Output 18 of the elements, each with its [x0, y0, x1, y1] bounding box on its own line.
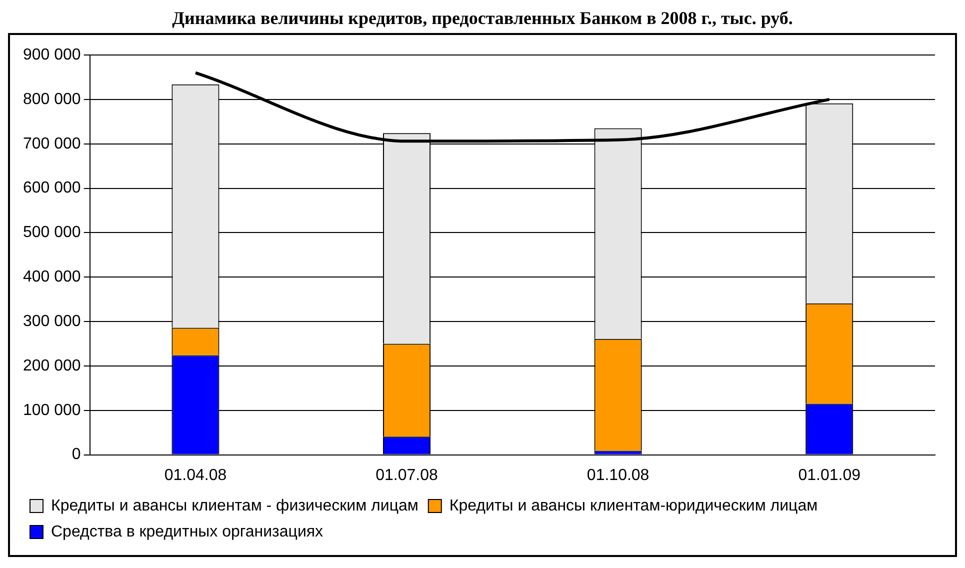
- x-tick-label: 01.01.09: [798, 466, 861, 484]
- y-tick-label: 600 000: [22, 180, 81, 197]
- y-tick-label: 300 000: [22, 312, 81, 330]
- y-tick-label: 700 000: [22, 135, 81, 152]
- legend-label: Средства в кредитных организациях: [51, 523, 324, 540]
- chart-title: Динамика величины кредитов, предоставленных Банком в 2008 г., тыс. руб.: [171, 8, 794, 29]
- y-tick-label: 500 000: [22, 224, 81, 242]
- y-tick-label: 400 000: [22, 268, 81, 286]
- y-tick-label: 900 000: [22, 46, 81, 64]
- legend-label: Кредиты и авансы клиентам-юридическим лицам: [449, 497, 818, 514]
- legend-label: Кредиты и авансы клиентам - физическим лицам: [51, 497, 418, 514]
- x-tick-label: 01.10.08: [586, 466, 650, 484]
- x-tick-label: 01.04.08: [164, 466, 227, 484]
- y-tick-label: 800 000: [22, 90, 81, 108]
- x-tick-label: 01.07.08: [376, 466, 438, 484]
- y-tick-label: 100 000: [22, 402, 81, 419]
- y-tick-label: 200 000: [22, 357, 81, 374]
- y-tick-label: 0: [72, 446, 81, 464]
